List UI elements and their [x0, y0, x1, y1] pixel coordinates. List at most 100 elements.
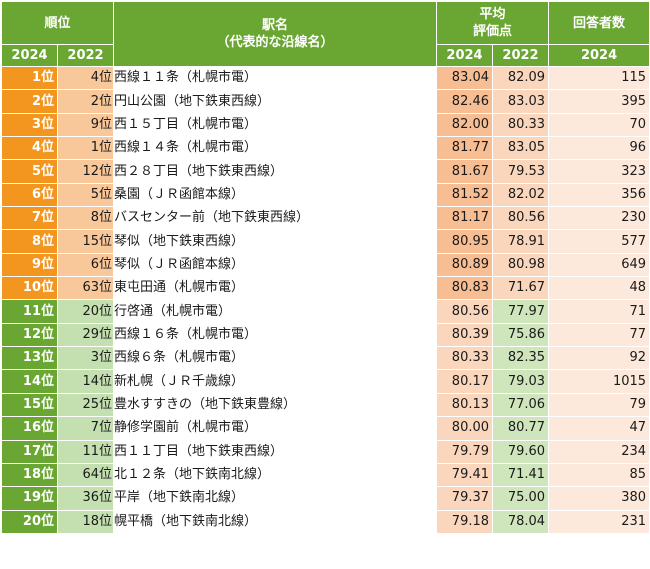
- station-cell: 琴似（ＪＲ函館本線）: [113, 252, 438, 278]
- rank-2024-cell: 14位: [1, 369, 58, 394]
- score-2022-cell: 83.03: [492, 89, 550, 114]
- score-2024-cell: 81.17: [436, 206, 494, 231]
- station-cell: バスセンター前（地下鉄東西線）: [113, 206, 438, 231]
- respondent-count-cell: 1015: [548, 369, 650, 394]
- rank-2022-cell: 11位: [56, 439, 115, 464]
- rank-2024-cell: 20位: [1, 509, 58, 534]
- respondent-count-cell: 70: [548, 112, 650, 138]
- rank-2022-cell: 3位: [56, 346, 115, 371]
- table-row: 20位 18位 幌平橋（地下鉄南北線） 79.18 78.04 231: [1, 509, 650, 534]
- rank-2024-cell: 3位: [1, 112, 58, 138]
- table-row: 11位 20位 行啓通（札幌市電） 80.56 77.97 71: [1, 299, 650, 324]
- score-2024-cell: 80.17: [436, 369, 494, 394]
- count-year-2024: 2024: [548, 44, 650, 67]
- score-year-2022: 2022: [492, 44, 550, 67]
- rank-2022-cell: 9位: [56, 112, 115, 138]
- score-2024-cell: 81.52: [436, 182, 494, 208]
- rank-2022-cell: 15位: [56, 229, 115, 254]
- score-2024-cell: 82.46: [436, 89, 494, 114]
- station-cell: 西１５丁目（札幌市電）: [113, 112, 438, 138]
- rank-2022-cell: 2位: [56, 89, 115, 114]
- respondent-count-cell: 47: [548, 416, 650, 441]
- rank-2024-cell: 4位: [1, 136, 58, 161]
- respondent-count-cell: 380: [548, 486, 650, 511]
- rank-2022-cell: 64位: [56, 462, 115, 488]
- respondent-count-cell: 71: [548, 299, 650, 324]
- station-cell: 西１１丁目（地下鉄東西線）: [113, 439, 438, 464]
- score-2022-cell: 75.86: [492, 322, 550, 348]
- rank-2022-cell: 18位: [56, 509, 115, 534]
- rank-2022-cell: 7位: [56, 416, 115, 441]
- score-header-line1: 平均: [479, 7, 506, 22]
- table-row: 13位 3位 西線６条（札幌市電） 80.33 82.35 92: [1, 346, 650, 371]
- score-2022-cell: 79.53: [492, 159, 550, 184]
- score-2022-cell: 80.98: [492, 252, 550, 278]
- station-cell: 幌平橋（地下鉄南北線）: [113, 509, 438, 534]
- respondent-count-cell: 234: [548, 439, 650, 464]
- score-header: 平均 評価点: [436, 1, 550, 45]
- rank-year-2024: 2024: [1, 44, 58, 67]
- score-2022-cell: 80.56: [492, 206, 550, 231]
- respondent-count-cell: 231: [548, 509, 650, 534]
- station-cell: 西２８丁目（地下鉄東西線）: [113, 159, 438, 184]
- rank-2024-cell: 1位: [1, 65, 58, 91]
- station-cell: 桑園（ＪＲ函館本線）: [113, 182, 438, 208]
- station-cell: 豊水すすきの（地下鉄東豊線）: [113, 392, 438, 418]
- rank-2024-cell: 7位: [1, 206, 58, 231]
- rank-2022-cell: 20位: [56, 299, 115, 324]
- score-2022-cell: 79.03: [492, 369, 550, 394]
- rank-2024-cell: 10位: [1, 276, 58, 301]
- table-row: 9位 6位 琴似（ＪＲ函館本線） 80.89 80.98 649: [1, 252, 650, 278]
- station-cell: 西線１１条（札幌市電）: [113, 65, 438, 91]
- respondent-count-cell: 649: [548, 252, 650, 278]
- score-2024-cell: 80.00: [436, 416, 494, 441]
- station-header-label: 駅名: [262, 18, 289, 33]
- score-2022-cell: 77.97: [492, 299, 550, 324]
- table-row: 14位 14位 新札幌（ＪＲ千歳線） 80.17 79.03 1015: [1, 369, 650, 394]
- rank-2022-cell: 36位: [56, 486, 115, 511]
- score-2024-cell: 80.33: [436, 346, 494, 371]
- rank-2024-cell: 6位: [1, 182, 58, 208]
- score-2024-cell: 82.00: [436, 112, 494, 138]
- rank-2024-cell: 8位: [1, 229, 58, 254]
- rank-2022-cell: 25位: [56, 392, 115, 418]
- table-row: 16位 7位 静修学園前（札幌市電） 80.00 80.77 47: [1, 416, 650, 441]
- table-row: 17位 11位 西１１丁目（地下鉄東西線） 79.79 79.60 234: [1, 439, 650, 464]
- score-2024-cell: 79.18: [436, 509, 494, 534]
- score-2024-cell: 83.04: [436, 65, 494, 91]
- ranking-table: 順位 駅名 （代表的な沿線名） 平均 評価点 回答者数 2024 2022 20…: [0, 1, 650, 534]
- rank-2022-cell: 4位: [56, 65, 115, 91]
- respondent-count-cell: 92: [548, 346, 650, 371]
- score-2024-cell: 80.89: [436, 252, 494, 278]
- station-cell: 円山公園（地下鉄東西線）: [113, 89, 438, 114]
- score-2022-cell: 79.60: [492, 439, 550, 464]
- score-2022-cell: 71.67: [492, 276, 550, 301]
- score-2024-cell: 80.56: [436, 299, 494, 324]
- count-header: 回答者数: [548, 1, 650, 45]
- score-year-2024: 2024: [436, 44, 494, 67]
- table-row: 15位 25位 豊水すすきの（地下鉄東豊線） 80.13 77.06 79: [1, 392, 650, 418]
- rank-2022-cell: 63位: [56, 276, 115, 301]
- score-2022-cell: 78.04: [492, 509, 550, 534]
- table-row: 5位 12位 西２８丁目（地下鉄東西線） 81.67 79.53 323: [1, 159, 650, 184]
- rank-2022-cell: 1位: [56, 136, 115, 161]
- respondent-count-cell: 577: [548, 229, 650, 254]
- score-2022-cell: 82.09: [492, 65, 550, 91]
- respondent-count-cell: 85: [548, 462, 650, 488]
- respondent-count-cell: 395: [548, 89, 650, 114]
- table-row: 19位 36位 平岸（地下鉄南北線） 79.37 75.00 380: [1, 486, 650, 511]
- station-cell: 静修学園前（札幌市電）: [113, 416, 438, 441]
- respondent-count-cell: 230: [548, 206, 650, 231]
- score-2024-cell: 80.13: [436, 392, 494, 418]
- rank-2022-cell: 12位: [56, 159, 115, 184]
- score-2022-cell: 80.77: [492, 416, 550, 441]
- station-cell: 平岸（地下鉄南北線）: [113, 486, 438, 511]
- station-header-sub: （代表的な沿線名）: [216, 35, 334, 50]
- rank-2024-cell: 9位: [1, 252, 58, 278]
- table-row: 3位 9位 西１５丁目（札幌市電） 82.00 80.33 70: [1, 112, 650, 138]
- table-row: 8位 15位 琴似（地下鉄東西線） 80.95 78.91 577: [1, 229, 650, 254]
- respondent-count-cell: 323: [548, 159, 650, 184]
- table-row: 10位 63位 東屯田通（札幌市電） 80.83 71.67 48: [1, 276, 650, 301]
- score-header-line2: 評価点: [473, 24, 513, 39]
- score-2024-cell: 80.39: [436, 322, 494, 348]
